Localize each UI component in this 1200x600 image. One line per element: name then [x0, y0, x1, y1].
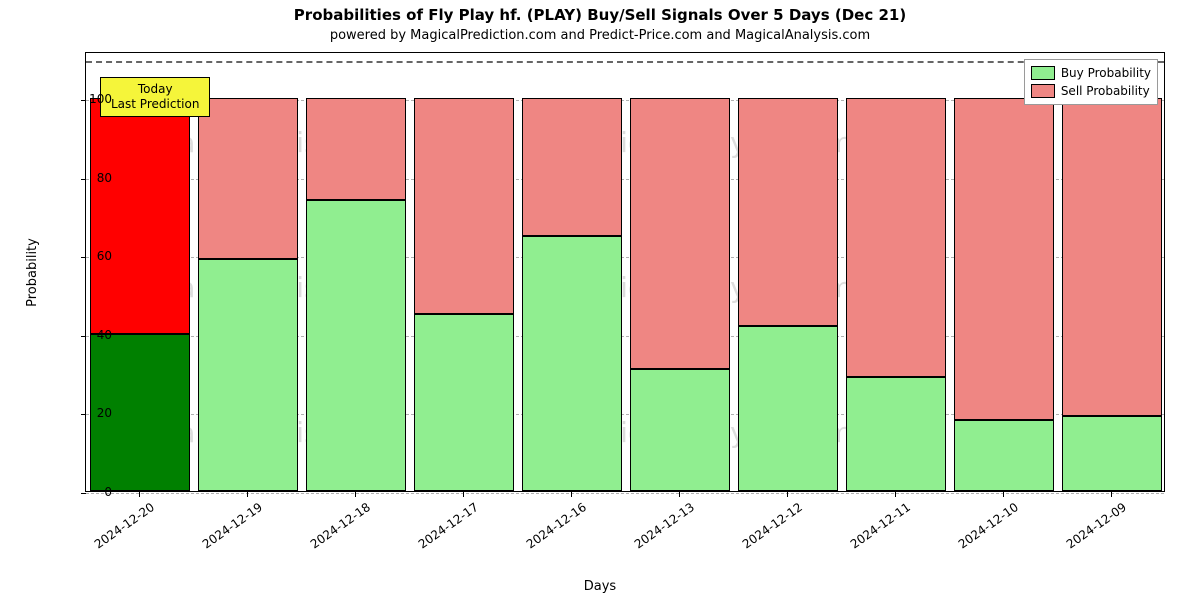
ytick-label: 0	[72, 485, 112, 499]
xtick-label: 2024-12-19	[191, 500, 265, 557]
legend-label-sell: Sell Probability	[1061, 82, 1150, 100]
y-axis-label: Probability	[22, 52, 42, 492]
bar-buy	[738, 326, 837, 491]
bar-slot	[842, 53, 950, 491]
ytick-label: 100	[72, 92, 112, 106]
xtick-mark	[139, 492, 140, 497]
bar-sell	[306, 98, 405, 200]
annotation-line1: Today	[111, 82, 199, 97]
stacked-bar	[846, 98, 945, 491]
stacked-bar	[90, 98, 189, 491]
ytick-label: 20	[72, 406, 112, 420]
bar-slot	[410, 53, 518, 491]
legend-swatch-buy	[1031, 66, 1055, 80]
xtick-label: 2024-12-18	[299, 500, 373, 557]
xtick-label: 2024-12-10	[947, 500, 1021, 557]
x-axis-label: Days	[0, 579, 1200, 594]
bar-sell	[198, 98, 297, 259]
xtick-mark	[1111, 492, 1112, 497]
bar-buy	[1062, 416, 1161, 491]
bar-slot	[734, 53, 842, 491]
xtick-mark	[787, 492, 788, 497]
y-axis-label-text: Probability	[25, 238, 40, 307]
bar-slot	[302, 53, 410, 491]
xtick-mark	[895, 492, 896, 497]
bar-buy	[954, 420, 1053, 491]
bar-sell	[846, 98, 945, 377]
stacked-bar	[306, 98, 405, 491]
bar-sell	[90, 98, 189, 334]
xtick-label: 2024-12-11	[839, 500, 913, 557]
bar-sell	[630, 98, 729, 369]
bar-buy	[630, 369, 729, 491]
bar-buy	[414, 314, 513, 491]
xtick-label: 2024-12-12	[731, 500, 805, 557]
xtick-label: 2024-12-13	[623, 500, 697, 557]
bar-buy	[846, 377, 945, 491]
stacked-bar	[630, 98, 729, 491]
stacked-bar	[1062, 98, 1161, 491]
xtick-mark	[571, 492, 572, 497]
bar-slot	[1058, 53, 1166, 491]
chart-title: Probabilities of Fly Play hf. (PLAY) Buy…	[0, 6, 1200, 24]
bar-sell	[738, 98, 837, 326]
xtick-label: 2024-12-20	[83, 500, 157, 557]
stacked-bar	[954, 98, 1053, 491]
legend-item-buy: Buy Probability	[1031, 64, 1151, 82]
legend-label-buy: Buy Probability	[1061, 64, 1151, 82]
legend: Buy ProbabilitySell Probability	[1024, 59, 1158, 105]
bar-sell	[414, 98, 513, 314]
legend-item-sell: Sell Probability	[1031, 82, 1151, 100]
stacked-bar	[522, 98, 621, 491]
ytick-label: 80	[72, 171, 112, 185]
stacked-bar	[414, 98, 513, 491]
xtick-mark	[463, 492, 464, 497]
figure: Probabilities of Fly Play hf. (PLAY) Buy…	[0, 0, 1200, 600]
bar-slot	[626, 53, 734, 491]
bar-sell	[954, 98, 1053, 420]
bar-buy	[522, 236, 621, 491]
stacked-bar	[198, 98, 297, 491]
xtick-mark	[355, 492, 356, 497]
legend-swatch-sell	[1031, 84, 1055, 98]
bar-buy	[306, 200, 405, 491]
ytick-label: 40	[72, 328, 112, 342]
xtick-label: 2024-12-17	[407, 500, 481, 557]
today-annotation: TodayLast Prediction	[100, 77, 210, 117]
plot-area: MagicalAnalysis.comMagicalAnalysis.comMa…	[85, 52, 1165, 492]
annotation-line2: Last Prediction	[111, 97, 199, 112]
bar-slot	[518, 53, 626, 491]
bar-buy	[198, 259, 297, 491]
bar-slot	[86, 53, 194, 491]
bar-slot	[950, 53, 1058, 491]
xtick-mark	[679, 492, 680, 497]
xtick-mark	[1003, 492, 1004, 497]
chart-subtitle: powered by MagicalPrediction.com and Pre…	[0, 28, 1200, 43]
bar-sell	[522, 98, 621, 236]
bar-slot	[194, 53, 302, 491]
xtick-label: 2024-12-16	[515, 500, 589, 557]
bar-sell	[1062, 98, 1161, 416]
stacked-bar	[738, 98, 837, 491]
ytick-label: 60	[72, 249, 112, 263]
xtick-label: 2024-12-09	[1055, 500, 1129, 557]
xtick-mark	[247, 492, 248, 497]
